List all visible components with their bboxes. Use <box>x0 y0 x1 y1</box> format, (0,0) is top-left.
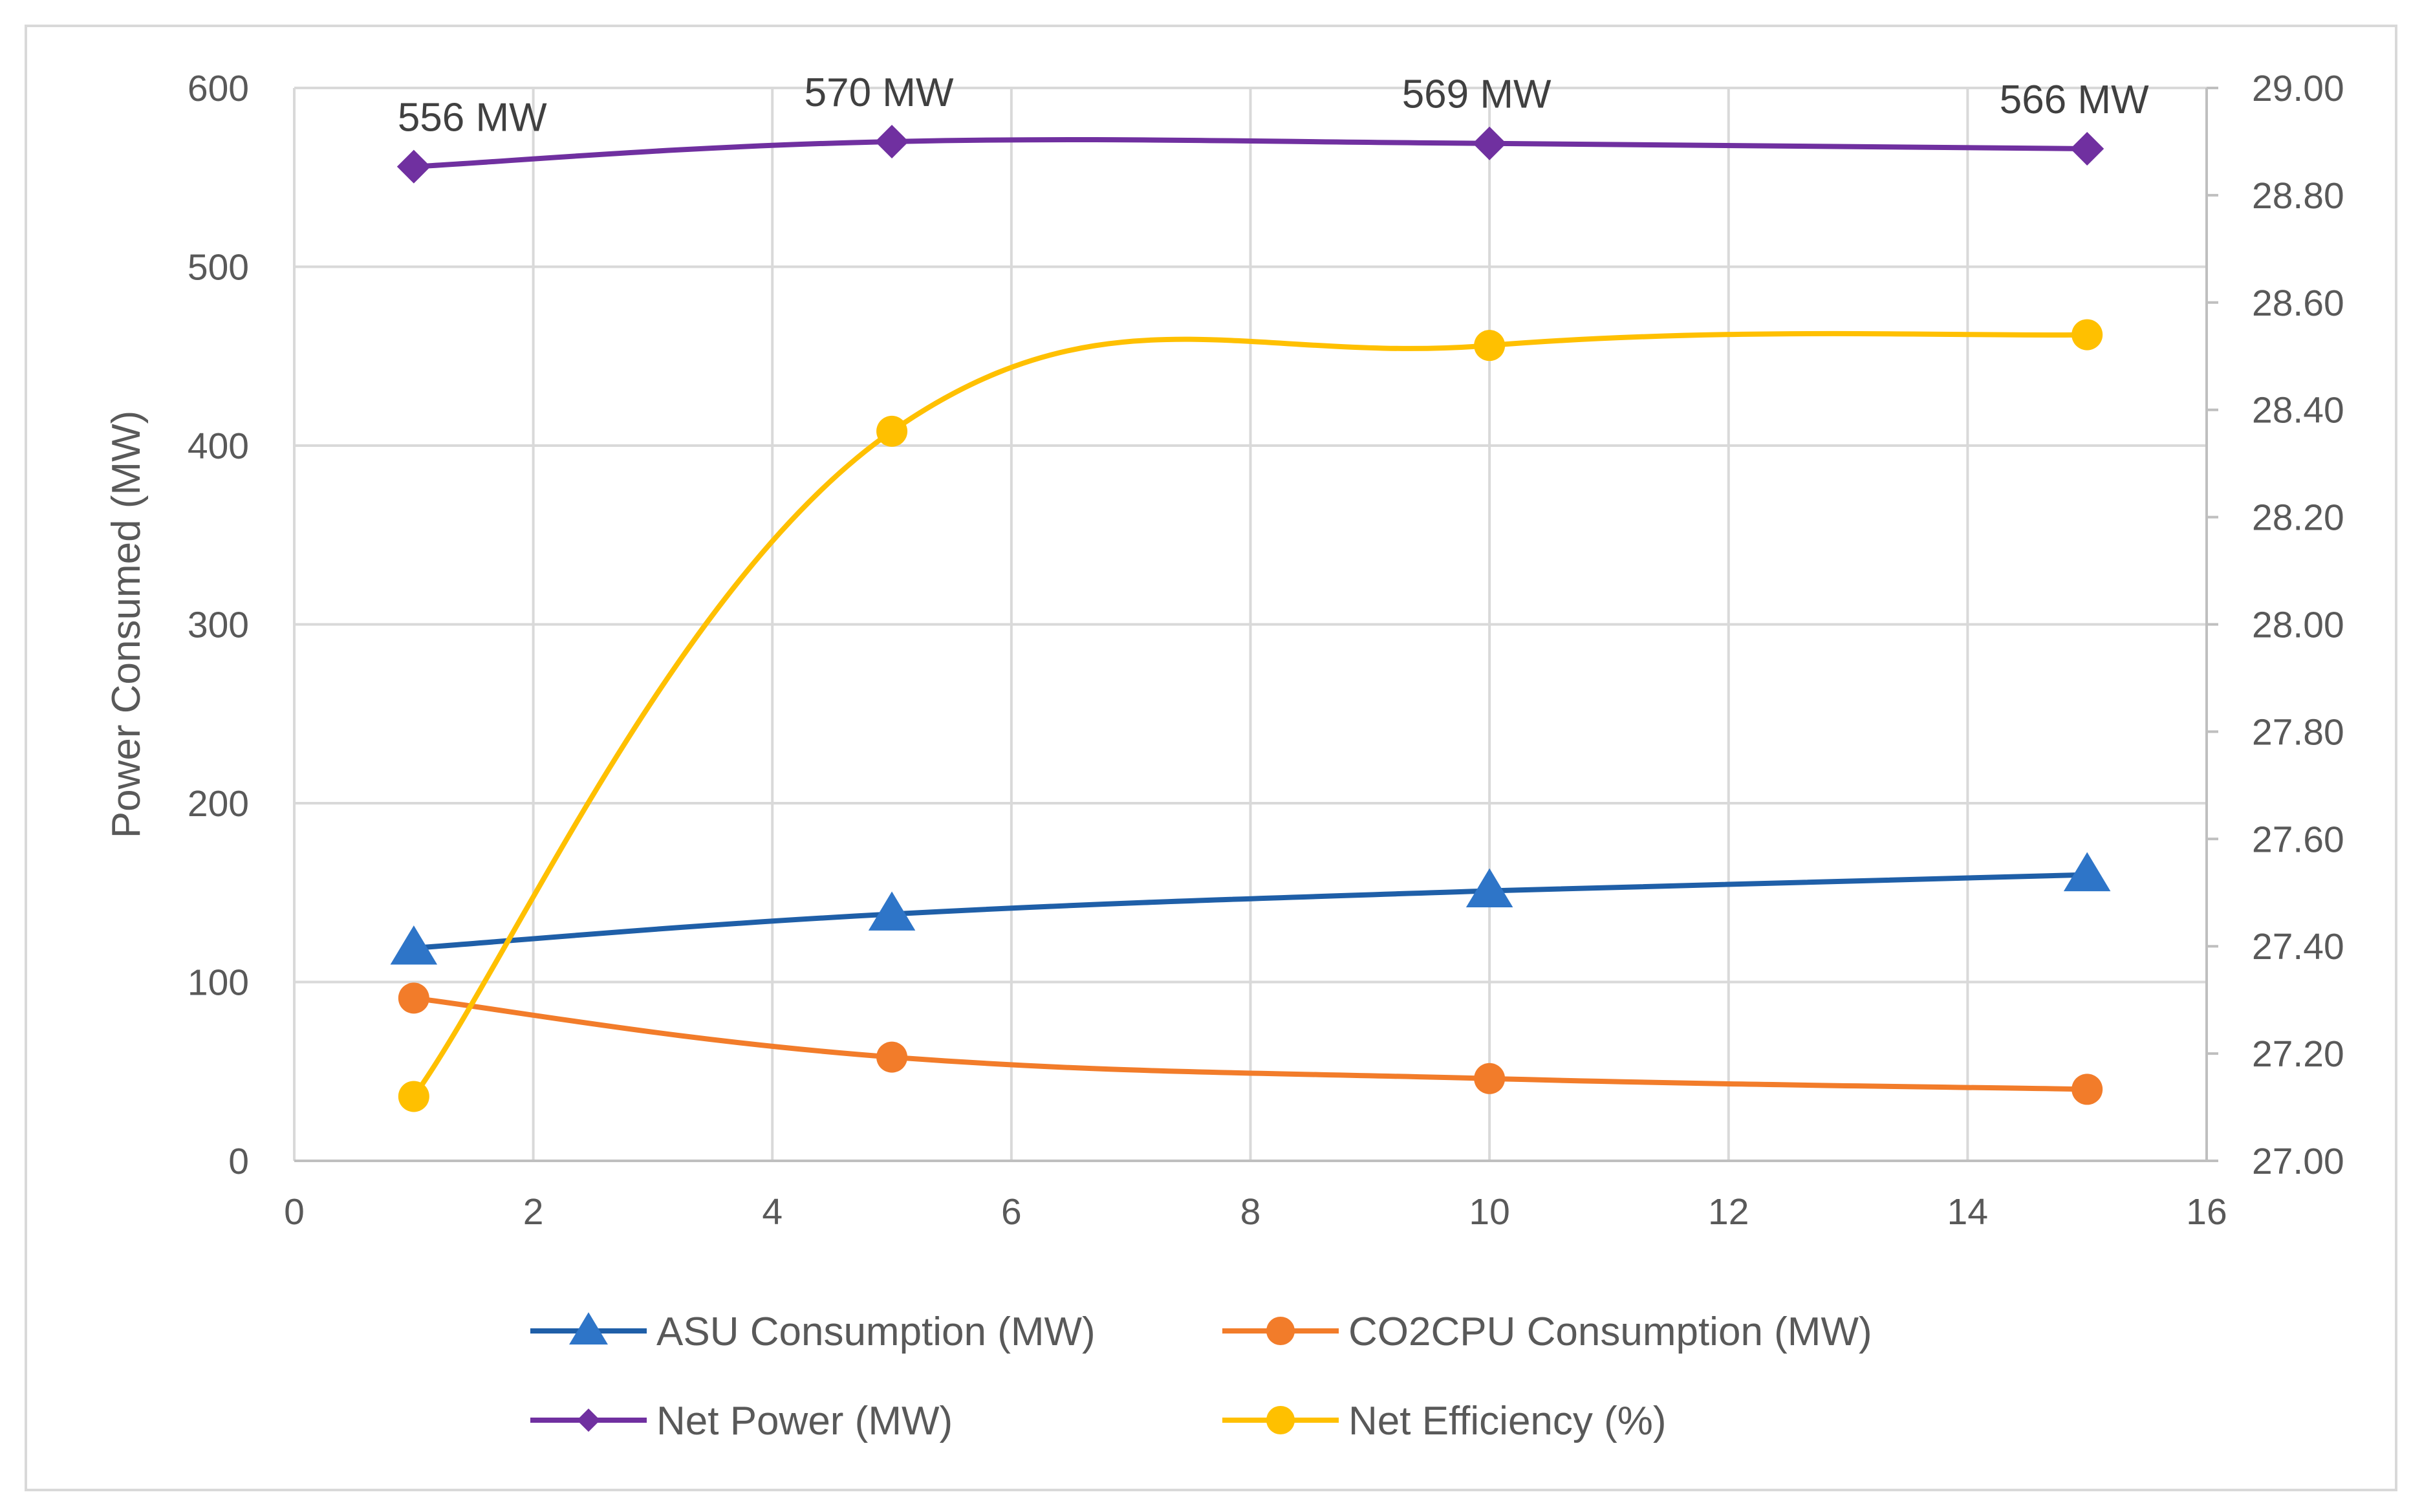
legend-marker-co2cpu-consumption-mw <box>1266 1317 1295 1345</box>
y-tick-label: 300 <box>188 605 249 646</box>
legend-label-net-power-mw: Net Power (MW) <box>656 1399 953 1443</box>
data-label: 556 MW <box>398 96 547 140</box>
legend: ASU Consumption (MW) CO2CPU Consumption (… <box>530 1310 1872 1443</box>
point-net-power-mw <box>2070 132 2104 166</box>
point-co2cpu-consumption-mw <box>876 1041 908 1073</box>
point-net-power-mw <box>396 149 431 184</box>
x-tick-label: 12 <box>1708 1191 1749 1233</box>
series-line-asu-consumption-mw <box>411 872 2090 951</box>
y-tick-label: 500 <box>188 247 249 288</box>
y-tick-label: 0 <box>228 1141 249 1182</box>
y2-tick-label: 29.00 <box>2252 68 2344 109</box>
x-tick-label: 6 <box>1001 1191 1022 1233</box>
series-line-net-efficiency <box>411 330 2090 1099</box>
axes: 0 100 200 300 400 500 600 0 2 4 6 8 10 12 14 16 27.00 27.… <box>188 68 2344 1233</box>
series-group <box>390 124 2111 1112</box>
point-asu-consumption-mw <box>868 891 916 931</box>
point-asu-consumption-mw <box>2063 852 2111 892</box>
data-labels: 556 MW 570 MW 569 MW 566 MW <box>398 70 2149 140</box>
x-tick-label: 10 <box>1469 1191 1509 1233</box>
point-co2cpu-consumption-mw <box>1474 1063 1506 1094</box>
legend-marker-asu-consumption-mw <box>569 1312 608 1345</box>
y2-tick-label: 27.40 <box>2252 926 2344 967</box>
x-tick-label: 8 <box>1240 1191 1261 1233</box>
point-asu-consumption-mw <box>390 925 438 965</box>
y2-tick-label: 28.00 <box>2252 605 2344 646</box>
series-line-co2cpu-consumption-mw <box>411 995 2090 1092</box>
point-net-power-mw <box>875 124 909 158</box>
point-asu-consumption-mw <box>1465 868 1513 907</box>
y2-tick-label: 27.20 <box>2252 1033 2344 1075</box>
chart-frame <box>25 25 2397 1491</box>
data-label: 566 MW <box>2000 78 2149 122</box>
data-label: 569 MW <box>1402 72 1552 117</box>
x-tick-label: 2 <box>523 1191 544 1233</box>
legend-label-co2cpu-consumption-mw: CO2CPU Consumption (MW) <box>1348 1310 1872 1354</box>
x-tick-label: 4 <box>762 1191 783 1233</box>
point-net-efficiency <box>398 1081 429 1112</box>
x-tick-label: 0 <box>284 1191 305 1233</box>
series-line-net-power-mw <box>411 136 2090 169</box>
point-co2cpu-consumption-mw <box>398 982 429 1014</box>
y2-tick-label: 28.40 <box>2252 390 2344 431</box>
y2-tick-label: 28.80 <box>2252 175 2344 217</box>
y-tick-label: 600 <box>188 68 249 109</box>
y2-tick-label: 28.60 <box>2252 283 2344 324</box>
x-tick-label: 14 <box>1947 1191 1988 1233</box>
data-label: 570 MW <box>805 70 954 115</box>
legend-marker-net-efficiency <box>1266 1406 1295 1434</box>
legend-marker-net-power-mw <box>577 1409 600 1432</box>
y2-tick-label: 28.20 <box>2252 497 2344 539</box>
point-net-efficiency <box>2071 319 2103 351</box>
y2-tick-label: 27.60 <box>2252 819 2344 860</box>
x-tick-label: 16 <box>2186 1191 2227 1233</box>
y-tick-label: 400 <box>188 426 249 467</box>
point-net-power-mw <box>1473 126 1507 160</box>
legend-label-net-efficiency: Net Efficiency (%) <box>1348 1399 1667 1443</box>
point-co2cpu-consumption-mw <box>2071 1074 2103 1105</box>
y2-tick-label: 27.00 <box>2252 1141 2344 1182</box>
y2-tick-label: 27.80 <box>2252 711 2344 753</box>
point-net-efficiency <box>876 415 908 447</box>
point-net-efficiency <box>1474 330 1506 362</box>
gridlines <box>293 87 2208 1162</box>
y-tick-label: 100 <box>188 962 249 1004</box>
y-tick-label: 200 <box>188 783 249 825</box>
y-axis-title: Power Consumed (MW) <box>104 411 149 838</box>
legend-label-asu-consumption-mw: ASU Consumption (MW) <box>656 1310 1096 1354</box>
